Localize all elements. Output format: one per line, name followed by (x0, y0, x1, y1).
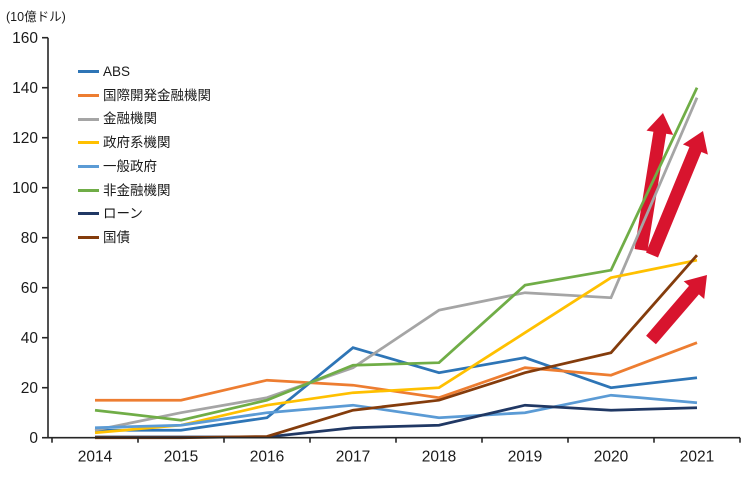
y-tick-label: 0 (29, 430, 38, 447)
x-tick-label: 2014 (78, 449, 113, 466)
legend-label-2: 金融機関 (103, 111, 157, 127)
legend-label-7: 国債 (103, 229, 130, 245)
y-tick-label: 160 (12, 30, 38, 47)
legend-item-4: 一般政府 (78, 155, 211, 179)
up-trend-arrow-lower (646, 275, 707, 345)
legend-swatch-7 (78, 236, 99, 240)
x-tick-label: 2018 (422, 449, 456, 466)
y-tick-label: 20 (21, 380, 39, 397)
legend-item-3: 政府系機関 (78, 131, 211, 155)
x-tick-label: 2015 (164, 449, 198, 466)
series-line-5 (94, 87, 699, 422)
y-tick-label: 40 (21, 330, 39, 347)
legend-item-0: ABS (78, 60, 211, 84)
legend-swatch-0 (78, 70, 99, 74)
legend-label-5: 非金融機関 (103, 182, 171, 198)
legend-item-6: ローン (78, 202, 211, 226)
legend-swatch-1 (78, 94, 99, 98)
legend-swatch-2 (78, 117, 99, 121)
y-tick-label: 80 (21, 230, 39, 247)
legend-swatch-5 (78, 188, 99, 192)
legend-item-1: 国際開発金融機関 (78, 84, 211, 108)
series-line-2 (94, 97, 699, 432)
y-tick-label: 120 (12, 130, 38, 147)
y-axis-unit-label: (10億ドル) (6, 10, 66, 24)
y-tick-label: 60 (21, 280, 39, 297)
legend-label-3: 政府系機関 (103, 135, 171, 151)
legend-swatch-4 (78, 165, 99, 169)
legend-label-4: 一般政府 (103, 158, 157, 174)
x-tick-label: 2017 (336, 449, 370, 466)
legend-item-2: 金融機関 (78, 107, 211, 131)
series-line-4 (94, 393, 698, 430)
legend-swatch-3 (78, 141, 99, 145)
legend-item-7: 国債 (78, 226, 211, 250)
series-line-0 (95, 346, 698, 432)
series-line-3 (94, 258, 698, 435)
x-tick-label: 2021 (680, 449, 714, 466)
series-line-6 (95, 403, 698, 439)
x-tick-label: 2016 (250, 449, 284, 466)
legend-swatch-6 (78, 212, 99, 216)
legend-item-5: 非金融機関 (78, 178, 211, 202)
chart-legend: ABS 国際開発金融機関 金融機関政府系機関一般政府非金融機関ローン国債 (78, 60, 211, 250)
y-tick-label: 140 (12, 80, 38, 97)
legend-label-6: ローン (103, 206, 143, 222)
legend-label-1: 国際開発金融機関 (103, 87, 211, 103)
legend-label-0: ABS (103, 64, 131, 80)
x-tick-label: 2019 (508, 449, 542, 466)
up-trend-arrow-right (646, 131, 708, 258)
y-tick-label: 100 (12, 180, 38, 197)
x-tick-label: 2020 (594, 449, 629, 466)
